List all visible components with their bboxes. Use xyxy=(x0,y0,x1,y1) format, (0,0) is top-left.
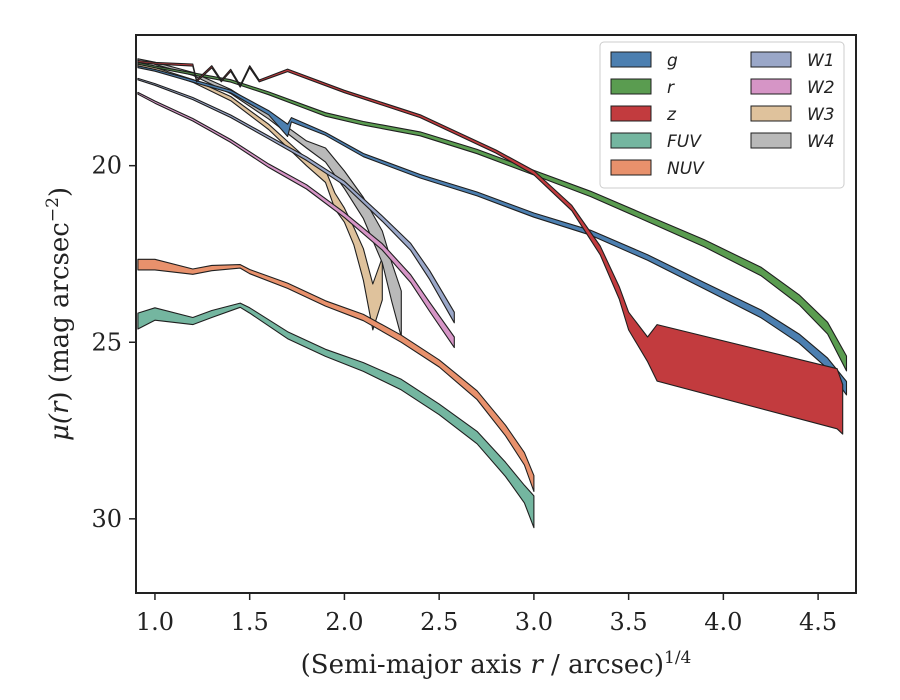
x-tick-label: 3.0 xyxy=(515,608,553,636)
y-tick-label: 30 xyxy=(91,505,122,533)
legend-label-w1: W1 xyxy=(807,51,835,71)
legend-label-r: r xyxy=(667,78,675,98)
legend-swatch-w1 xyxy=(750,51,792,68)
legend-label-w3: W3 xyxy=(807,105,835,125)
series-layer xyxy=(137,58,848,529)
legend-label-z: z xyxy=(666,105,677,125)
series-band-w3 xyxy=(137,63,383,331)
series-band-fuv xyxy=(137,302,535,529)
legend-swatch-w3 xyxy=(750,105,792,122)
y-tick-label: 20 xyxy=(91,152,122,180)
legend-label-w4: W4 xyxy=(807,132,835,152)
x-tick-label: 1.5 xyxy=(231,608,269,636)
x-axis: 1.0 1.5 2.0 2.5 3.0 3.5 4.0 4.5 xyxy=(136,593,837,636)
x-tick-label: 1.0 xyxy=(136,608,174,636)
legend-label-g: g xyxy=(667,51,678,71)
legend-swatch-r xyxy=(610,78,652,95)
x-tick-label: 2.5 xyxy=(420,608,458,636)
series-band-r xyxy=(137,61,848,372)
legend-label-nuv: NUV xyxy=(667,159,705,179)
legend-swatch-g xyxy=(610,51,652,68)
series-band-nuv xyxy=(137,258,535,493)
x-axis-label: (Semi-major axis r / arcsec)1/4 xyxy=(301,648,692,680)
legend-label-w2: W2 xyxy=(807,78,835,98)
x-tick-label: 4.0 xyxy=(704,608,742,636)
y-axis: 20 25 30 xyxy=(91,152,136,533)
legend-swatch-nuv xyxy=(610,159,652,176)
legend-swatch-fuv xyxy=(610,132,652,149)
legend-swatch-w2 xyxy=(750,78,792,95)
legend-swatch-z xyxy=(610,105,652,122)
legend: grz FUV NUV W1 W2 W3 W4 xyxy=(599,41,845,189)
series-band-w1 xyxy=(137,77,455,324)
plot-frame xyxy=(135,34,857,594)
y-axis-label: μ(r) (mag arcsec−2) xyxy=(43,187,75,441)
y-tick-label: 25 xyxy=(91,328,122,356)
series-band-z xyxy=(137,60,844,435)
series-band-g xyxy=(137,65,848,396)
legend-label-fuv: FUV xyxy=(667,132,702,152)
x-tick-label: 3.5 xyxy=(610,608,648,636)
x-tick-label: 2.0 xyxy=(325,608,363,636)
series-band-w2 xyxy=(137,91,455,349)
legend-swatch-w4 xyxy=(750,132,792,149)
x-tick-label: 4.5 xyxy=(799,608,837,636)
